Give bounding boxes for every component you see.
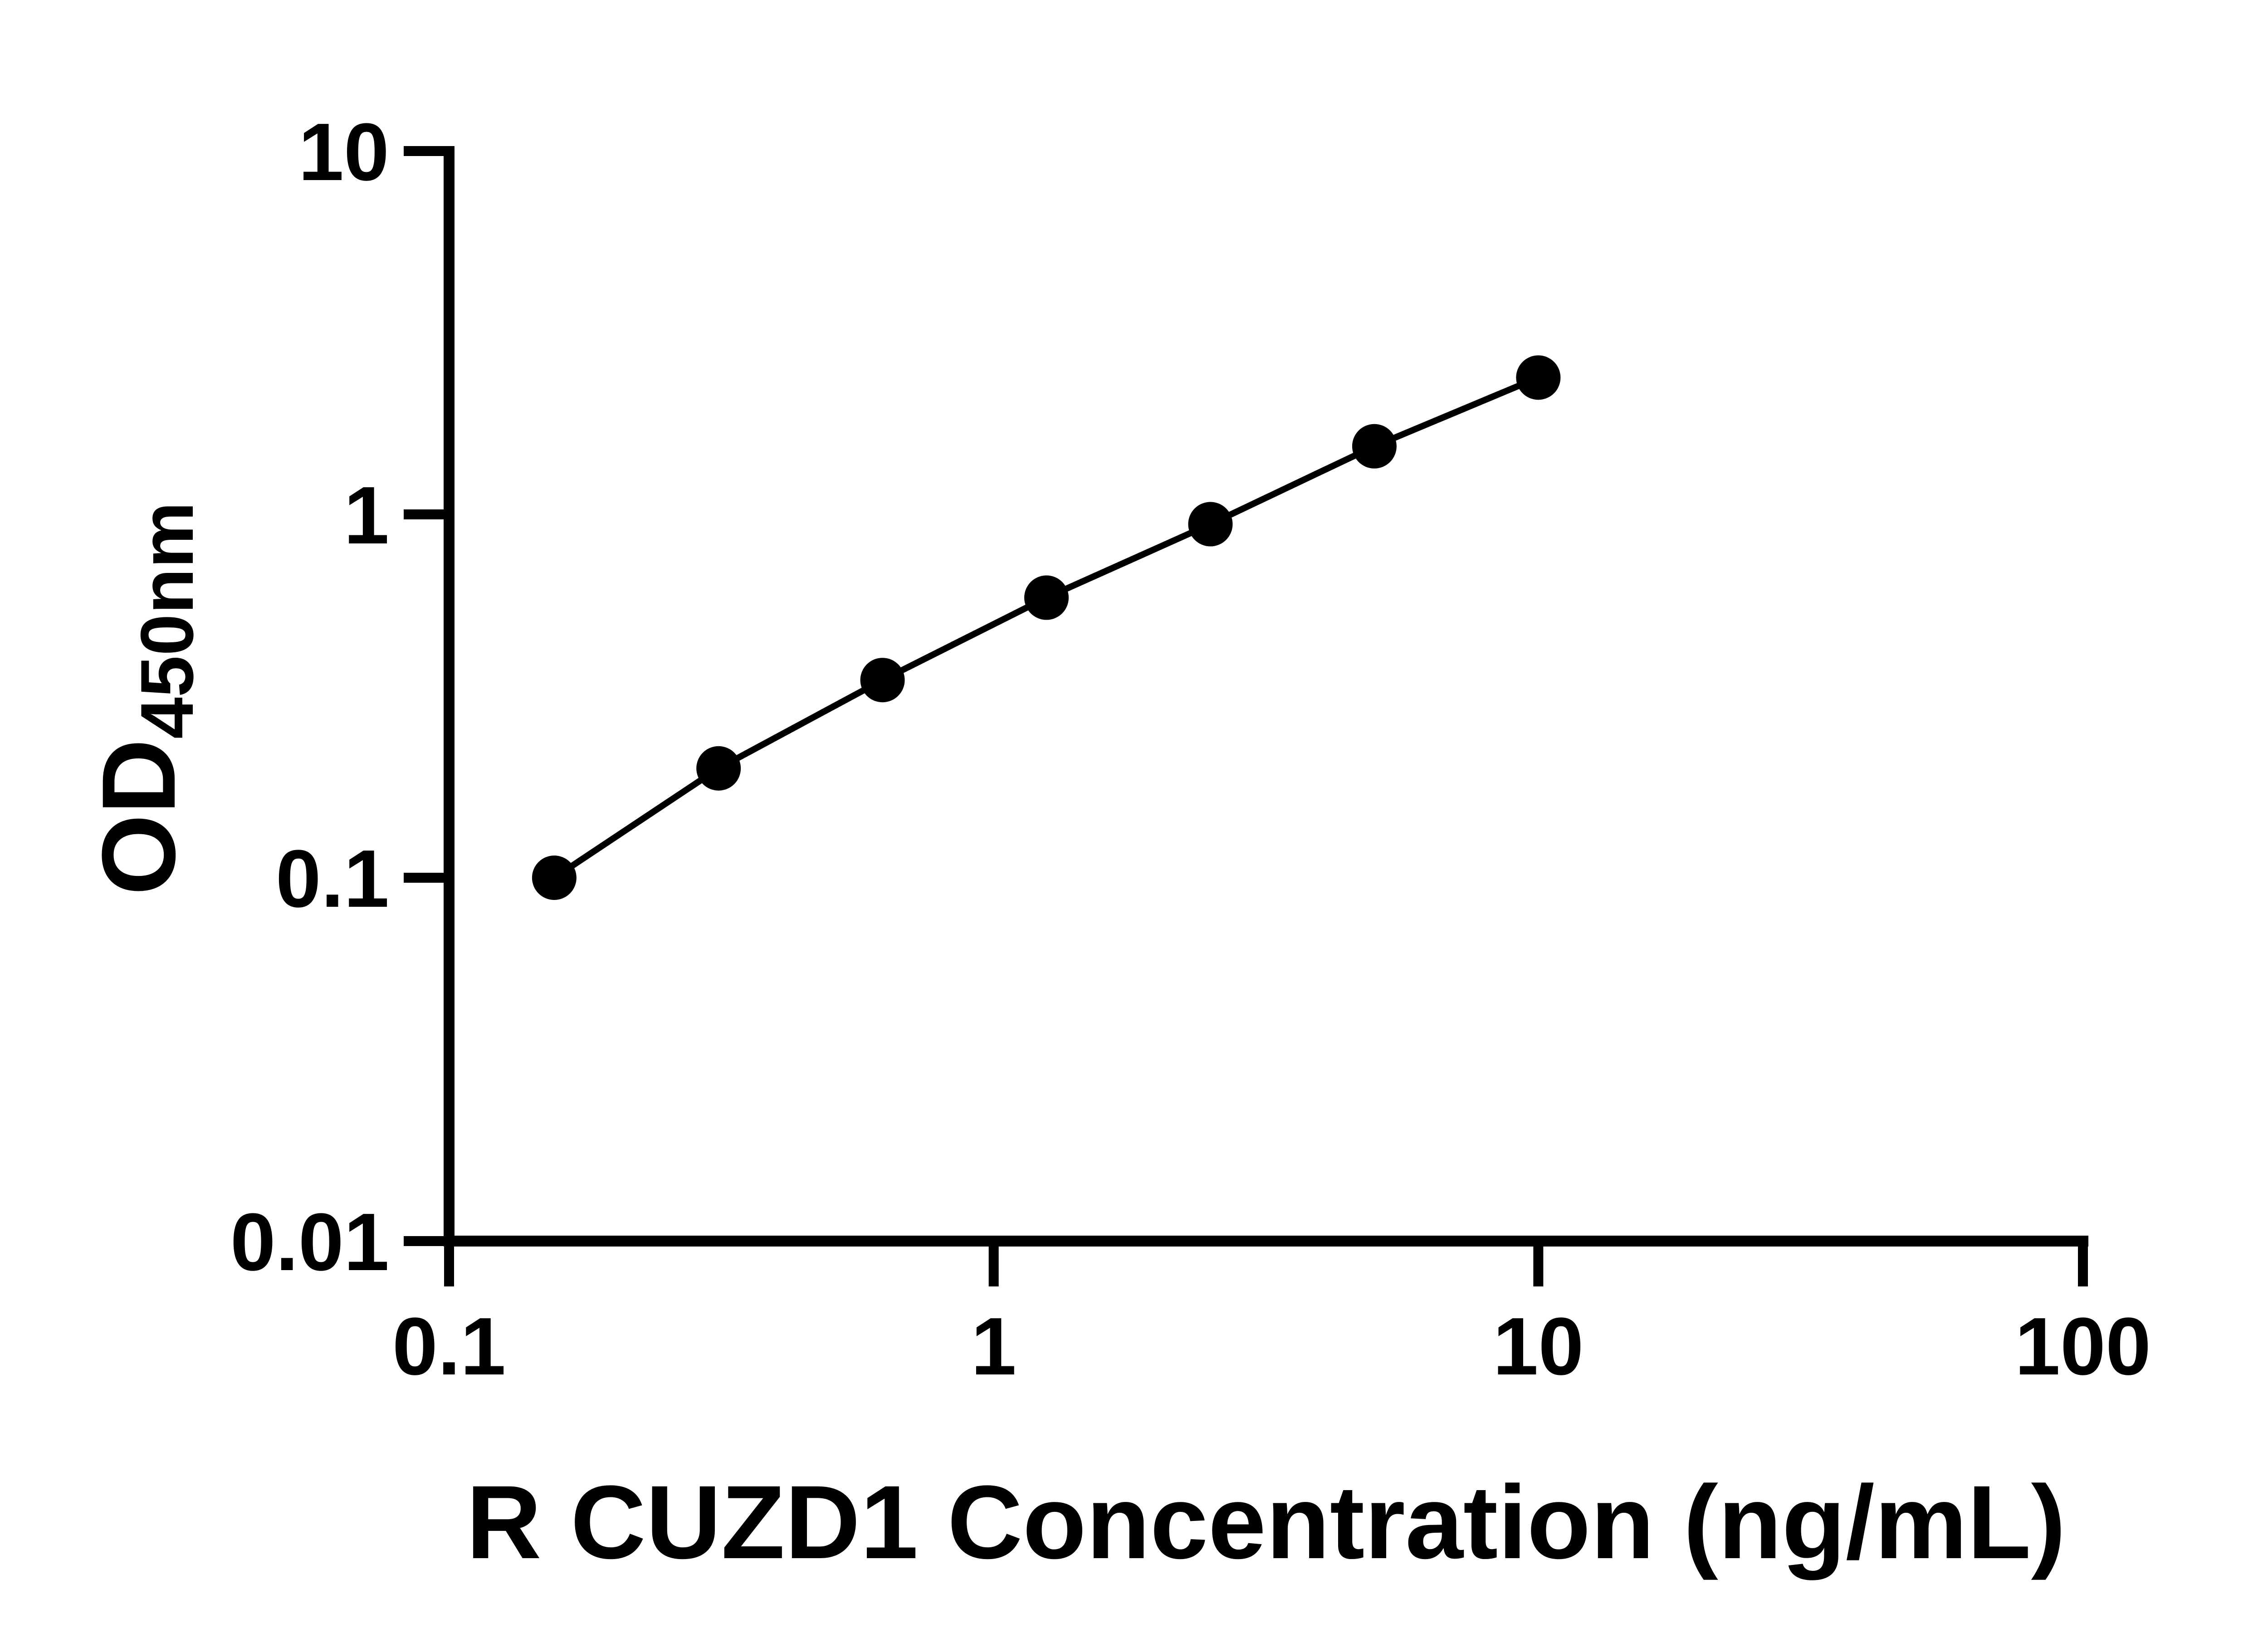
y-axis-title: OD450nm xyxy=(80,502,209,895)
x-axis-tick-labels: 0.1 1 10 100 xyxy=(392,1301,2151,1392)
data-point-marker xyxy=(1188,502,1233,547)
data-point-marker xyxy=(860,658,905,703)
data-point-marker xyxy=(1024,575,1069,620)
x-tick-label: 0.1 xyxy=(392,1301,506,1392)
y-axis-title-main: OD xyxy=(80,739,197,895)
x-tick-label: 1 xyxy=(971,1301,1017,1392)
data-point-marker xyxy=(1352,424,1397,469)
y-tick-label: 1 xyxy=(344,470,389,561)
x-axis-title: R CUZD1 Concentration (ng/mL) xyxy=(466,1464,2066,1580)
x-axis-ticks xyxy=(444,1236,2088,1286)
x-tick-label: 100 xyxy=(2015,1301,2151,1392)
data-point-marker xyxy=(696,746,741,791)
x-tick-label: 10 xyxy=(1493,1301,1584,1392)
y-axis-tick-labels: 10 1 0.1 0.01 xyxy=(230,107,389,1288)
y-tick-label: 0.1 xyxy=(276,833,389,924)
data-point-marker xyxy=(532,856,577,900)
data-series xyxy=(532,355,1561,900)
y-axis-title-subscript: 450nm xyxy=(125,502,209,739)
data-point-marker xyxy=(1516,355,1561,400)
axes xyxy=(444,146,2088,1247)
y-tick-label: 10 xyxy=(298,107,389,198)
y-tick-label: 0.01 xyxy=(230,1197,389,1288)
